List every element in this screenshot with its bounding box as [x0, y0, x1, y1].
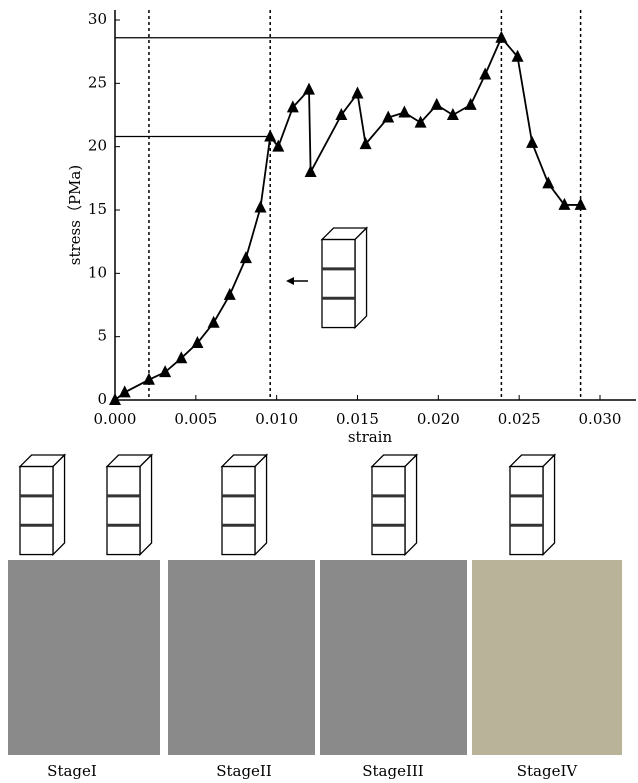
x-tick-label: 0.000 — [94, 410, 137, 428]
photo — [320, 560, 467, 755]
block-diagrams — [18, 226, 557, 557]
block-front — [509, 465, 544, 556]
data-point — [382, 110, 395, 123]
data-point — [495, 30, 508, 43]
data-point — [286, 100, 299, 113]
x-tick-label: 0.030 — [579, 410, 622, 428]
data-point — [351, 86, 364, 99]
data-point — [239, 251, 252, 264]
block-front — [371, 465, 406, 556]
x-tick-label: 0.025 — [498, 410, 541, 428]
photo — [168, 560, 315, 755]
block-side — [52, 453, 66, 557]
data-point — [464, 97, 477, 110]
block-side — [139, 453, 153, 557]
block-front — [19, 465, 54, 556]
data-point — [272, 139, 285, 152]
data-point — [398, 105, 411, 118]
block-side — [354, 226, 368, 330]
block-side — [542, 453, 556, 557]
stage-label: StageI — [47, 762, 97, 780]
y-tick-label: 30 — [88, 10, 107, 28]
photo — [8, 560, 160, 755]
arrow-head — [286, 277, 294, 285]
data-point — [542, 176, 555, 189]
data-point — [223, 287, 236, 300]
data-line — [114, 36, 581, 401]
data-point — [558, 197, 571, 210]
block-side — [404, 453, 418, 557]
y-tick-label: 10 — [88, 263, 107, 281]
data-point — [430, 97, 443, 110]
data-point — [159, 365, 172, 378]
y-tick-label: 0 — [97, 390, 107, 408]
block-front — [221, 465, 256, 556]
data-point — [479, 67, 492, 80]
x-tick-label: 0.020 — [417, 410, 460, 428]
block-front — [106, 465, 141, 556]
y-tick-label: 15 — [88, 200, 107, 218]
x-tick-label: 0.015 — [336, 410, 379, 428]
block-front — [321, 238, 356, 329]
photos — [8, 560, 622, 755]
block-side — [254, 453, 268, 557]
y-tick-label: 5 — [97, 327, 107, 345]
data-point — [109, 393, 121, 405]
stage-label: StageIV — [517, 762, 579, 780]
data-point — [526, 135, 539, 148]
data-point — [254, 200, 267, 213]
data-point — [574, 197, 587, 210]
data-point — [304, 165, 317, 177]
y-axis-label: stress（PMa) — [66, 165, 84, 265]
data-point — [175, 351, 188, 364]
data-point — [303, 82, 315, 95]
stage-label: StageIII — [362, 762, 424, 780]
data-point — [191, 336, 204, 348]
data-point — [142, 372, 155, 385]
data-point — [511, 49, 524, 62]
data-point — [118, 385, 131, 398]
stage-label: StageII — [216, 762, 272, 780]
data-point — [264, 129, 277, 142]
data-point — [207, 315, 220, 328]
data-point — [359, 137, 372, 150]
data-point — [414, 115, 427, 128]
y-tick-label: 25 — [88, 73, 107, 91]
y-tick-label: 20 — [88, 137, 107, 155]
data-point — [335, 108, 348, 120]
x-axis-label: strain — [348, 428, 393, 446]
x-tick-label: 0.010 — [255, 410, 298, 428]
photo — [472, 560, 622, 755]
data-point — [446, 108, 459, 120]
x-tick-label: 0.005 — [174, 410, 217, 428]
